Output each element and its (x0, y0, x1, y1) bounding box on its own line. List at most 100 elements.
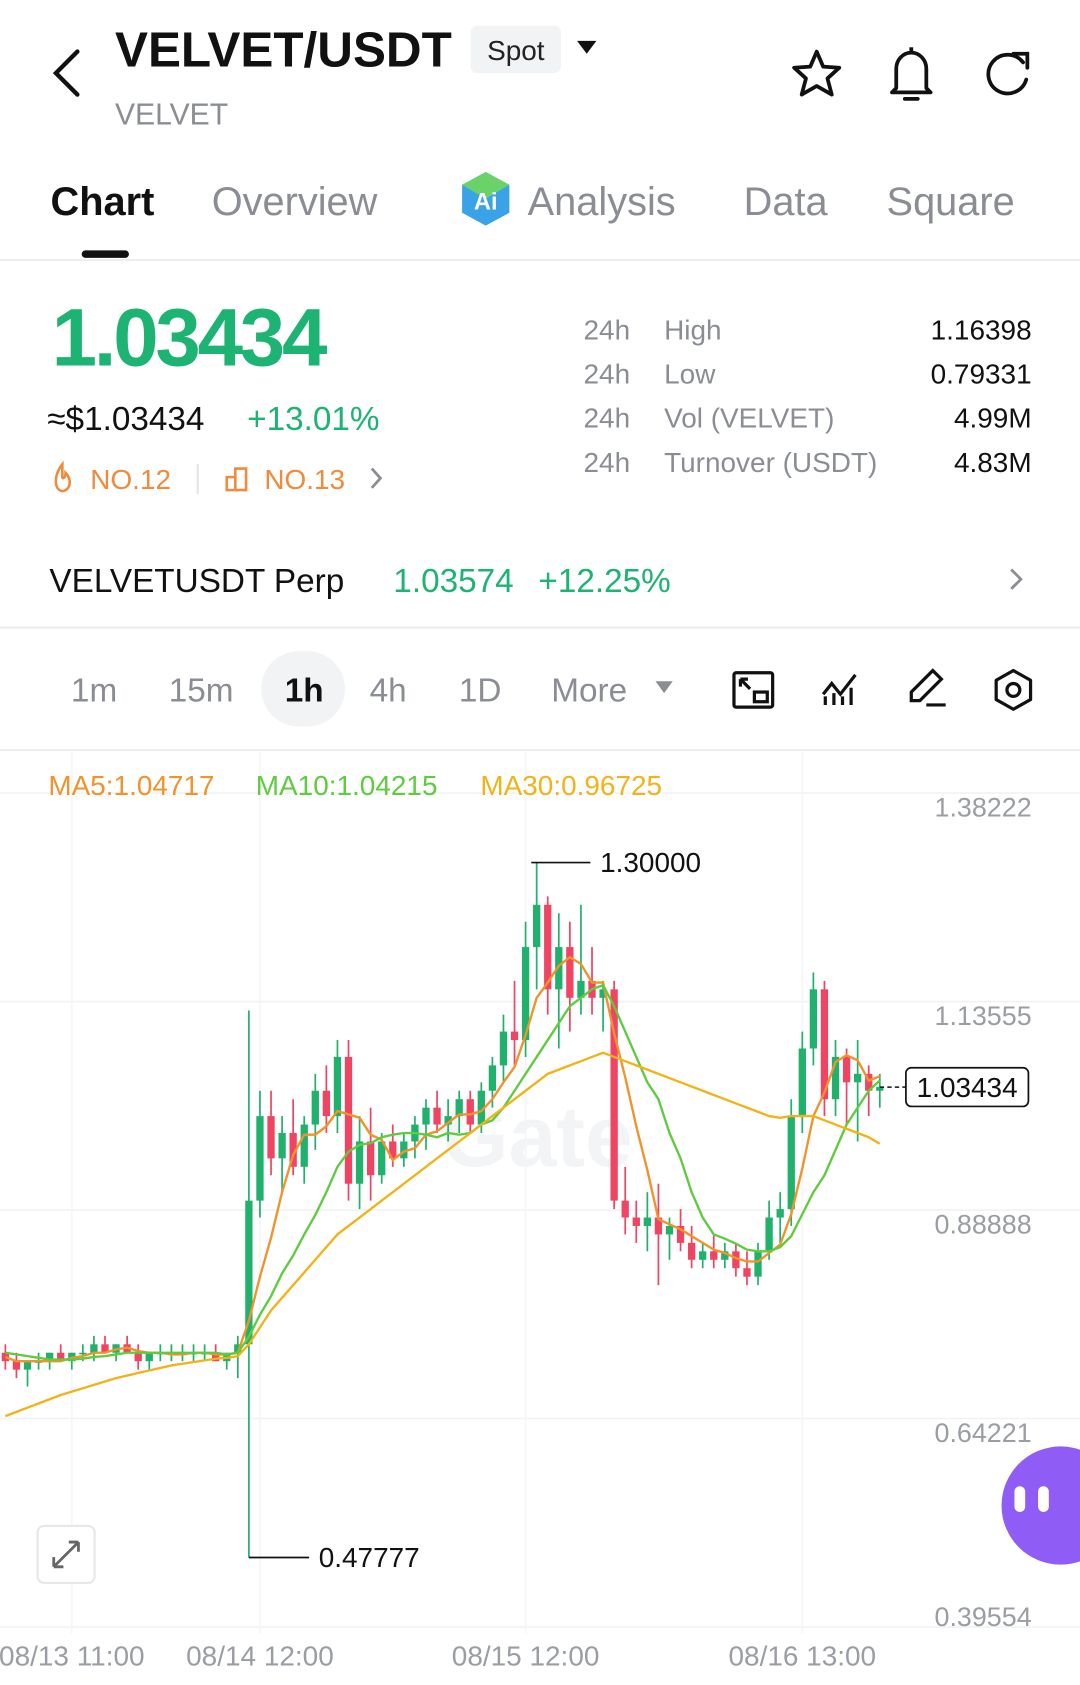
perp-name[interactable]: VELVETUSDT Perp (49, 563, 344, 600)
candle-body (1, 1352, 10, 1362)
perp-price: 1.03574 (393, 563, 513, 600)
candle-body (798, 1048, 806, 1117)
candle-body (278, 1133, 286, 1159)
interval[interactable]: 4h (370, 673, 407, 710)
y-tick-label: 0.64221 (935, 1418, 1032, 1448)
candle-body (621, 1200, 629, 1218)
y-tick-label: 0.88888 (935, 1210, 1032, 1240)
candle-body (687, 1242, 696, 1260)
hot-rank[interactable]: NO.12 (90, 464, 171, 495)
svg-text:Ai: Ai (474, 190, 498, 216)
stat-value: 4.99M (954, 403, 1032, 434)
legend-entry: MA10:1.04215 (256, 770, 438, 801)
candle-body (831, 1056, 840, 1100)
candle-body (333, 1056, 342, 1117)
sector-rank[interactable]: NO.13 (264, 464, 345, 495)
candle-body (289, 1133, 297, 1167)
favorite-icon[interactable] (792, 49, 842, 97)
kline-chart: Gate1.382221.135550.888880.642210.395540… (0, 752, 1080, 1672)
interval[interactable]: 1h (285, 673, 324, 710)
candle-body (533, 904, 541, 948)
symbol: VELVET/USDT (115, 23, 452, 78)
candle-body (654, 1217, 663, 1235)
perp-chevron[interactable] (1010, 568, 1023, 590)
candle-body (101, 1344, 109, 1353)
candle-body (389, 1141, 397, 1159)
candle-body (212, 1352, 220, 1362)
stat-period: 24h (584, 315, 631, 346)
x-tick-label: 08/13 11:00 (0, 1641, 145, 1672)
stat-label: Turnover (USDT) (664, 447, 877, 478)
indicator-icon[interactable] (821, 673, 857, 705)
candle-body (699, 1251, 707, 1260)
candle-body (234, 1344, 242, 1353)
candle-body (322, 1090, 331, 1117)
settings-icon[interactable] (994, 668, 1033, 711)
market-dropdown[interactable] (577, 40, 597, 54)
x-tick-label: 08/14 12:00 (186, 1641, 334, 1672)
candle-body (842, 1056, 851, 1083)
back-button[interactable] (52, 49, 80, 97)
interval[interactable]: 15m (169, 673, 234, 710)
candle-body (665, 1225, 674, 1235)
last-price-box (905, 1066, 1030, 1108)
draw-icon[interactable] (909, 668, 946, 707)
candle-body (267, 1116, 275, 1159)
candle-body (477, 1090, 485, 1125)
candle-body (876, 1087, 884, 1091)
candle-body (45, 1352, 54, 1362)
candle-body (455, 1099, 463, 1117)
stat-period: 24h (584, 359, 631, 390)
candle-body (599, 989, 607, 998)
tab[interactable]: Analysis (528, 180, 676, 224)
candle-body (499, 1031, 508, 1066)
y-tick-label: 1.38222 (935, 793, 1032, 823)
ai-icon: Ai (462, 171, 510, 226)
toolbar-icons (732, 668, 1033, 711)
candle-body (378, 1141, 386, 1176)
tab[interactable]: Chart (51, 180, 155, 224)
candle-body (488, 1065, 497, 1091)
market-label: Spot (487, 35, 545, 66)
sector-icon (225, 467, 248, 492)
candle-body (854, 1073, 862, 1083)
tab[interactable]: Overview (212, 180, 378, 224)
interval[interactable]: More (551, 673, 627, 710)
candle-body (544, 904, 552, 990)
layout-icon[interactable] (732, 671, 775, 709)
share-icon[interactable] (986, 51, 1030, 96)
candle-body (566, 947, 574, 998)
candle-body (632, 1217, 640, 1226)
stat-value: 0.79331 (931, 359, 1032, 390)
candle-body (865, 1073, 873, 1091)
candle-body (610, 989, 618, 1201)
hot-icon (54, 460, 71, 493)
stat-value: 1.16398 (931, 315, 1032, 346)
market-badge[interactable] (470, 25, 561, 74)
alert-icon[interactable] (890, 47, 933, 101)
candle-body (355, 1141, 364, 1184)
interval-bar: 1m 15m 1h 4h 1D More (71, 673, 627, 710)
tab-bar: Chart Overview Analysis Data Square (51, 180, 1015, 224)
interval[interactable]: 1m (71, 673, 117, 710)
interval[interactable]: 1D (459, 673, 502, 710)
candle-body (643, 1217, 652, 1226)
candle-body (57, 1352, 65, 1362)
candle-body (145, 1352, 153, 1362)
candle-body (555, 947, 563, 990)
candle-body (787, 1116, 795, 1210)
last-price: 1.03434 (52, 292, 327, 383)
tab[interactable]: Data (744, 180, 829, 224)
stat-label: High (664, 315, 721, 346)
more-dropdown[interactable] (655, 681, 673, 694)
candle-body (256, 1116, 264, 1201)
tab[interactable]: Square (887, 180, 1015, 224)
candle-body (90, 1344, 98, 1353)
candle-body (79, 1352, 87, 1355)
assistant-button[interactable] (1001, 1446, 1080, 1565)
ma-line (4, 1051, 881, 1418)
x-tick-label: 08/16 13:00 (729, 1641, 877, 1672)
candle-body (134, 1352, 142, 1362)
chevron[interactable] (370, 467, 383, 489)
